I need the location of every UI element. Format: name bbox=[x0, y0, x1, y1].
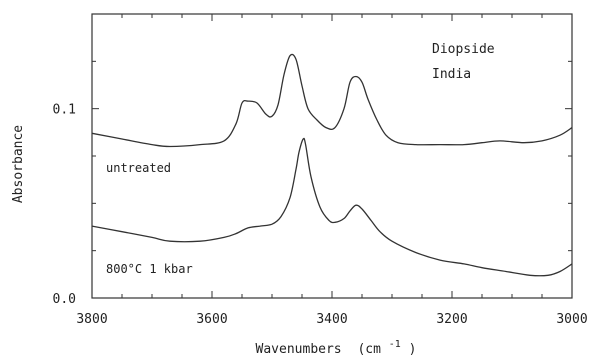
x-ticks: 3800 3600 3400 3200 3000 bbox=[76, 14, 588, 327]
y-tick-label: 0.0 bbox=[53, 292, 76, 307]
series-label-treated: 800°C 1 kbar bbox=[106, 262, 193, 276]
x-tick-label: 3800 bbox=[76, 312, 107, 327]
x-tick-label: 3000 bbox=[556, 312, 587, 327]
x-axis-label-text: Wavenumbers bbox=[256, 342, 342, 357]
y-tick-label: 0.1 bbox=[53, 103, 76, 118]
x-axis-unit-close: ) bbox=[409, 342, 417, 357]
y-axis-label: Absorbance bbox=[11, 125, 26, 203]
series-line-800c-1kbar bbox=[91, 137, 573, 277]
series-label-untreated: untreated bbox=[106, 161, 171, 175]
x-tick-label: 3200 bbox=[436, 312, 467, 327]
x-axis-label: Wavenumbers (cm -1 ) bbox=[256, 336, 417, 357]
plot-frame bbox=[91, 13, 573, 299]
annotation-locality: India bbox=[432, 67, 471, 82]
annotation-mineral: Diopside bbox=[432, 42, 495, 57]
x-axis-unit-exponent: -1 bbox=[389, 339, 401, 350]
x-axis-unit-base: (cm bbox=[357, 342, 381, 357]
y-ticks: 0.0 0.1 bbox=[53, 13, 572, 307]
x-tick-label: 3600 bbox=[196, 312, 227, 327]
series-curves bbox=[91, 53, 573, 277]
plot-border bbox=[91, 13, 573, 299]
series-line-untreated bbox=[91, 53, 573, 148]
x-tick-label: 3400 bbox=[316, 312, 347, 327]
